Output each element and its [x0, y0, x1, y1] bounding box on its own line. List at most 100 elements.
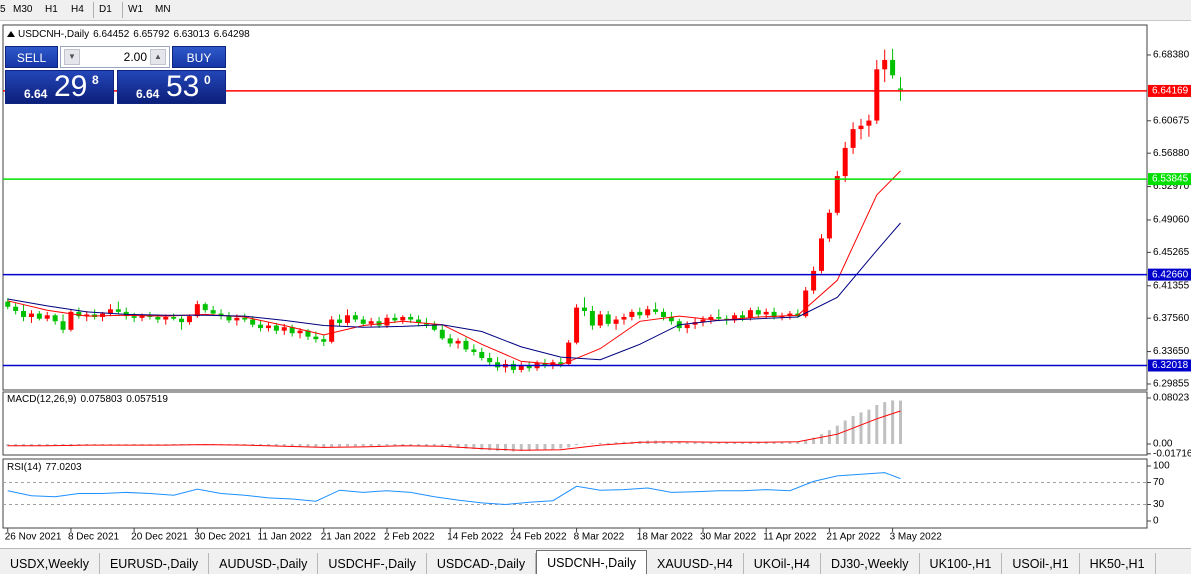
lot-size-input[interactable]: ▼ 2.00 ▲: [60, 46, 170, 68]
candle-body: [52, 315, 58, 322]
x-tick-label: 21 Jan 2022: [321, 532, 376, 543]
ohlc-value: 6.63013: [173, 29, 210, 40]
candle-body: [597, 314, 603, 326]
lot-decrease[interactable]: ▼: [64, 49, 80, 65]
candle-body: [890, 59, 896, 76]
timeframe-button[interactable]: W1: [128, 4, 143, 15]
candle-body: [660, 311, 666, 317]
candle-body: [242, 317, 248, 320]
chart-tab[interactable]: XAUUSD-,H4: [647, 553, 744, 574]
macd-bar: [685, 442, 689, 444]
timeframe-button[interactable]: H4: [71, 4, 84, 15]
pane-plot: [3, 472, 1147, 506]
one-click-trading-panel: SELL ▼ 2.00 ▲ BUY 6.64 29 8 6.64 53 0: [5, 46, 226, 104]
macd-bar: [709, 442, 713, 444]
price-tag-label: 6.32018: [1152, 360, 1189, 371]
lot-increase[interactable]: ▲: [150, 49, 166, 65]
chart-tab[interactable]: USDCNH-,Daily: [536, 550, 647, 574]
y-tick-label: 6.45265: [1153, 247, 1190, 258]
chart: 6.68380 6.60675 6.56880 6.52970 6.49060 6.452…: [0, 21, 1191, 548]
candle-body: [834, 176, 840, 213]
macd-bar: [551, 443, 555, 450]
candle-body: [186, 316, 192, 323]
macd-bar: [764, 441, 768, 444]
macd-bar: [772, 441, 776, 444]
macd-bar: [314, 443, 318, 448]
macd-bar: [290, 443, 294, 447]
indicator-title: RSI(14): [7, 462, 41, 473]
candle-body: [589, 311, 595, 326]
macd-bar: [701, 442, 705, 444]
macd-bar: [61, 443, 65, 446]
chart-tab[interactable]: HK50-,H1: [1080, 553, 1156, 574]
candle-body: [439, 329, 445, 339]
buy-button[interactable]: BUY: [172, 46, 226, 68]
candle-body: [787, 313, 793, 317]
chart-tab[interactable]: USDCHF-,Daily: [318, 553, 427, 574]
macd-bar: [606, 442, 610, 444]
candle-body: [518, 365, 524, 370]
timeframe-button[interactable]: D1: [99, 4, 112, 15]
candle-body: [637, 311, 643, 316]
price-tag-label: 6.53845: [1152, 174, 1189, 185]
candle-body: [416, 319, 422, 323]
macd-bar: [14, 443, 18, 447]
macd-bar: [843, 420, 847, 444]
candle-body: [28, 313, 34, 317]
macd-bar: [756, 441, 760, 444]
chart-tab[interactable]: AUDUSD-,Daily: [209, 553, 319, 574]
x-tick-label: 21 Apr 2022: [826, 532, 880, 543]
candle-body: [408, 316, 414, 320]
sell-button[interactable]: SELL: [5, 46, 58, 68]
candle-body: [811, 270, 817, 291]
macd-bar: [883, 402, 887, 444]
macd-bar: [717, 442, 721, 444]
macd-bar: [440, 443, 444, 447]
timeframe-button[interactable]: MN: [155, 4, 171, 15]
chart-tab[interactable]: UKOil-,H4: [744, 553, 821, 574]
chart-tab[interactable]: USOil-,H1: [1002, 553, 1080, 574]
sell-price[interactable]: 6.64 29 8: [5, 70, 114, 104]
candle-body: [510, 363, 516, 370]
macd-bar: [393, 443, 397, 446]
candle-body: [818, 238, 824, 271]
chart-tab[interactable]: USDCAD-,Daily: [427, 553, 537, 574]
indicator-line: [7, 170, 901, 366]
chart-tab[interactable]: DJ30-,Weekly: [821, 553, 920, 574]
candle-body: [210, 310, 216, 314]
timeframe-button[interactable]: 5: [0, 4, 6, 15]
candle-body: [605, 314, 611, 324]
price-fraction: 0: [204, 73, 211, 87]
macd-bar: [417, 443, 421, 446]
buy-price[interactable]: 6.64 53 0: [117, 70, 226, 104]
timeframe-button[interactable]: M30: [13, 4, 33, 15]
price-pips: 53: [166, 70, 200, 103]
candle-body: [234, 317, 240, 321]
chart-tab[interactable]: EURUSD-,Daily: [100, 553, 210, 574]
candle-body: [645, 309, 651, 316]
macd-bar: [306, 443, 310, 448]
macd-bar: [259, 443, 263, 446]
y-tick-label: 6.41355: [1153, 280, 1190, 291]
candle-body: [803, 290, 809, 317]
y-tick-label: 6.37560: [1153, 313, 1190, 324]
macd-bar: [274, 443, 278, 447]
macd-bar: [124, 443, 128, 445]
indicator-header: MACD(12,26,9) 0.075803 0.057519: [7, 394, 168, 405]
candle-body: [250, 319, 256, 325]
candle-body: [194, 304, 200, 317]
candle-body: [76, 311, 82, 317]
candle-body: [874, 69, 880, 121]
ohlc-value: 6.64452: [93, 29, 130, 40]
macd-bar: [559, 443, 563, 449]
candle-body: [100, 313, 106, 317]
candle-body: [866, 120, 872, 126]
chart-tab[interactable]: UK100-,H1: [920, 553, 1003, 574]
candle-body: [755, 310, 761, 315]
macd-bar: [677, 442, 681, 444]
chart-tab[interactable]: USDX,Weekly: [0, 553, 100, 574]
candle-body: [13, 306, 19, 312]
candle-body: [139, 315, 145, 318]
timeframe-button[interactable]: H1: [45, 4, 58, 15]
